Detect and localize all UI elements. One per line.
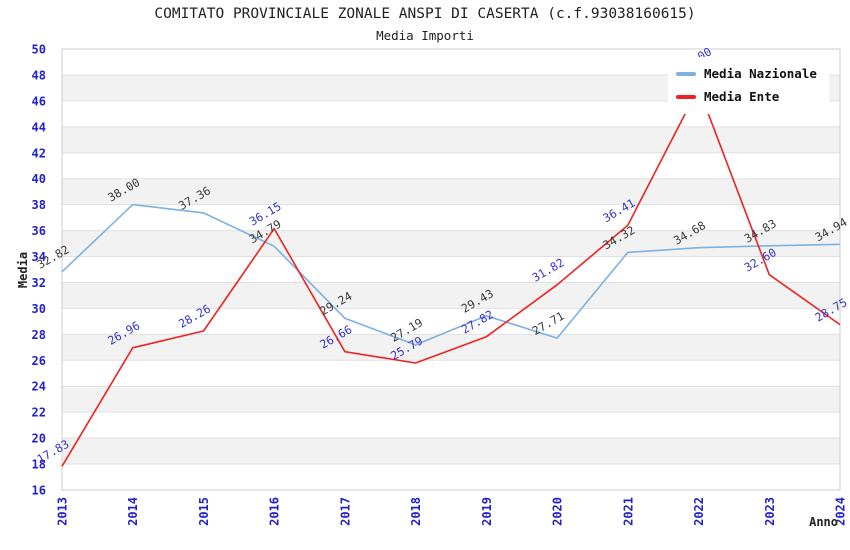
plot-band [62,334,840,361]
y-tick-label: 48 [32,68,46,82]
x-tick-label: 2015 [197,497,211,526]
x-tick-label: 2022 [692,497,706,526]
x-tick-label: 2018 [409,497,423,526]
y-tick-label: 40 [32,172,46,186]
legend-swatch-media-nazionale-icon [676,71,696,76]
y-tick-label: 24 [32,380,46,394]
x-tick-label: 2023 [763,497,777,526]
y-tick-label: 36 [32,224,46,238]
plot-border [61,48,841,491]
y-tick-label: 26 [32,354,46,368]
y-tick-label: 50 [32,43,46,57]
y-tick-label: 20 [32,432,46,446]
chart-title: COMITATO PROVINCIALE ZONALE ANSPI DI CAS… [154,6,696,22]
y-tick-label: 34 [32,250,46,264]
legend-swatch-media-ente-icon [676,94,696,99]
x-tick-label: 2019 [480,497,494,526]
y-tick-label: 16 [32,484,46,498]
y-tick-label: 28 [32,328,46,342]
x-tick-label: 2013 [56,497,70,526]
x-tick-label: 2016 [268,497,282,526]
legend-item-media-nazionale: Media Nazionale [676,62,817,85]
legend-item-media-ente: Media Ente [676,85,817,108]
x-tick-label: 2024 [834,497,848,526]
series-line-media-ente [61,87,841,467]
plot-band [62,126,840,153]
legend-label-media-ente: Media Ente [704,89,780,104]
plot-band [62,178,840,205]
y-tick-label: 22 [32,406,46,420]
plot-band [62,386,840,413]
y-tick-label: 18 [32,458,46,472]
legend-label-media-nazionale: Media Nazionale [704,66,817,81]
y-tick-label: 32 [32,276,46,290]
chart-subtitle: Media Importi [376,28,474,43]
x-tick-label: 2020 [551,497,565,526]
x-axis-title: Anno [809,515,838,529]
y-tick-label: 30 [32,302,46,316]
y-tick-label: 46 [32,94,46,108]
y-axis-title: Media [16,251,30,289]
plot-band [62,230,840,257]
y-tick-label: 42 [32,146,46,160]
y-tick-label: 38 [32,198,46,212]
series-line-media-nazionale [61,203,841,346]
y-tick-label: 44 [32,120,46,134]
x-tick-label: 2021 [621,497,635,526]
legend: Media Nazionale Media Ente [668,57,829,114]
plot-band [62,438,840,465]
x-tick-label: 2014 [126,497,140,526]
plot-band [62,282,840,309]
point-label: 31.82 [530,255,567,284]
x-tick-label: 2017 [338,497,352,526]
